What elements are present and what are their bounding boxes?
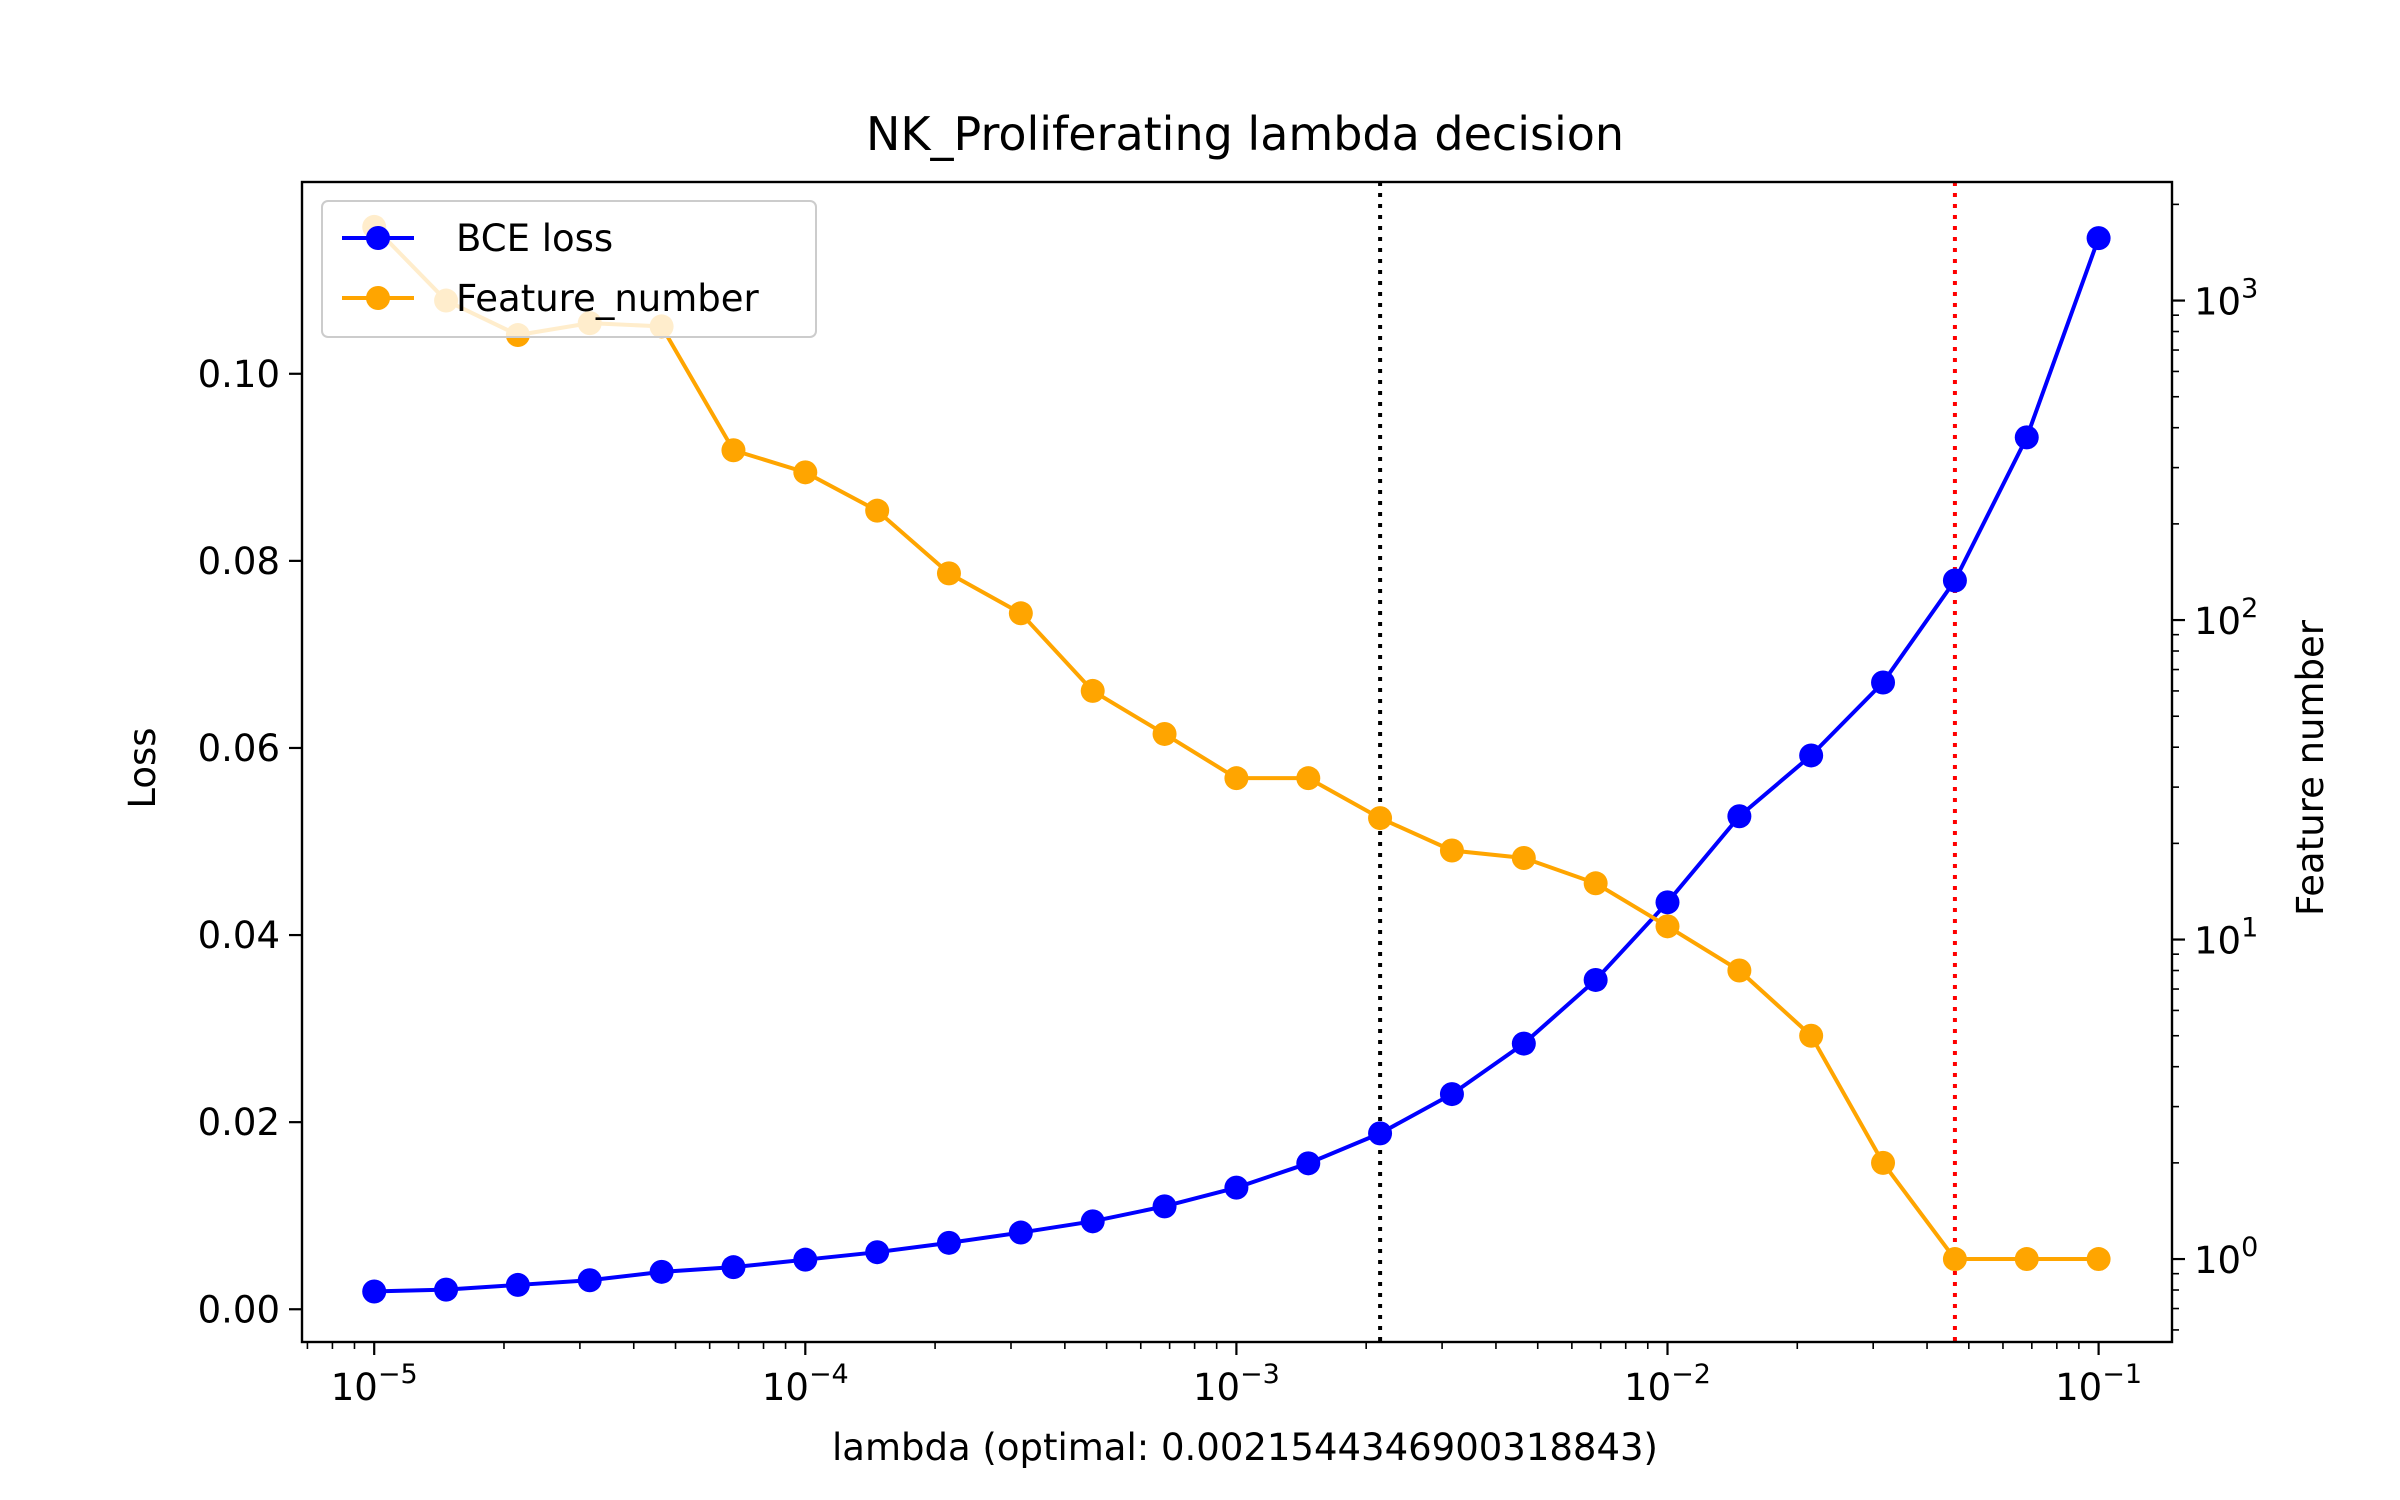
feature-number-point: [936, 561, 961, 586]
chart-title: NK_Proliferating lambda decision: [866, 107, 1624, 161]
bce-loss-point: [1080, 1209, 1105, 1234]
bce-loss-point: [721, 1255, 746, 1280]
x-tick-label: 10−5: [331, 1359, 418, 1409]
bce-loss-point: [577, 1268, 602, 1293]
legend: BCE loss Feature_number: [321, 200, 817, 338]
feature-number-point: [793, 460, 818, 485]
feature-number-point: [1439, 838, 1464, 863]
feature-number-point: [1511, 845, 1536, 870]
y-tick-label: 0.08: [198, 540, 280, 583]
bce-loss-point: [1799, 743, 1824, 768]
bce-loss-point: [1583, 967, 1608, 992]
feature-number-point: [1080, 678, 1105, 703]
x-tick-label: 10−4: [762, 1359, 849, 1409]
bce-loss-point: [505, 1272, 530, 1297]
right-y-tick-label: 102: [2194, 593, 2258, 643]
y-tick-label: 0.04: [198, 914, 280, 957]
bce-loss-point: [936, 1230, 961, 1255]
feature-number-point: [865, 498, 890, 523]
bce-loss-point: [1368, 1121, 1393, 1146]
feature-number-point: [1942, 1247, 1967, 1272]
right-y-tick-label: 103: [2194, 274, 2258, 324]
legend-box: [321, 200, 817, 338]
right-y-tick-label: 101: [2194, 913, 2258, 963]
bce-loss-point: [1439, 1082, 1464, 1107]
plot-frame: [300, 180, 2174, 1344]
y-axis-label: Loss: [121, 727, 164, 808]
y-tick-label: 0.06: [198, 727, 280, 770]
feature-number-point: [1799, 1023, 1824, 1048]
feature-number-point: [1368, 806, 1393, 831]
legend-marker-feature-number: [366, 286, 390, 310]
bce-loss-point: [1655, 890, 1680, 915]
feature-number-point: [2086, 1247, 2111, 1272]
feature-number-point: [1224, 766, 1249, 791]
bce-loss-point: [793, 1247, 818, 1272]
feature-number-point: [1727, 958, 1752, 983]
legend-marker-bce-loss: [366, 226, 390, 250]
bce-loss-point: [865, 1240, 890, 1265]
feature-number-point: [1296, 766, 1321, 791]
bce-loss-point: [1727, 804, 1752, 829]
bce-loss-point: [649, 1259, 674, 1284]
feature-number-point: [1152, 721, 1177, 746]
x-tick-label: 10−1: [2055, 1359, 2142, 1409]
feature-number-point: [721, 438, 746, 463]
bce-loss-point: [2086, 226, 2111, 251]
bce-loss-point: [1511, 1031, 1536, 1056]
legend-label-bce-loss: BCE loss: [456, 217, 613, 260]
y-tick-label: 0.00: [198, 1288, 280, 1331]
feature-number-point: [1008, 601, 1033, 626]
plot-area: 10−5 10−4 10−3 10−2 10−1 0.00 0.02 0.04 0.06 0.08…: [198, 180, 2258, 1409]
bce-loss-point: [1942, 568, 1967, 593]
right-y-tick-label: 100: [2194, 1232, 2258, 1282]
x-axis-label: lambda (optimal: 0.0021544346900318843): [832, 1426, 1658, 1469]
y-tick-label: 0.10: [198, 353, 280, 396]
feature-number-point: [2014, 1247, 2039, 1272]
bce-loss-point: [1008, 1220, 1033, 1245]
feature-number-point: [1655, 914, 1680, 939]
bce-loss-point: [1871, 670, 1896, 695]
right-y-axis-label: Feature number: [2289, 619, 2332, 916]
y-tick-label: 0.02: [198, 1101, 280, 1144]
bce-loss-point: [362, 1279, 387, 1304]
x-tick-label: 10−2: [1624, 1359, 1711, 1409]
legend-label-feature-number: Feature_number: [456, 277, 760, 320]
bce-loss-point: [2014, 425, 2039, 450]
feature-number-point: [1871, 1150, 1896, 1175]
feature-number-point: [1583, 871, 1608, 896]
bce-loss-point: [1224, 1175, 1249, 1200]
x-tick-label: 10−3: [1193, 1359, 1280, 1409]
bce-loss-point: [434, 1277, 459, 1302]
bce-loss-point: [1296, 1151, 1321, 1176]
bce-loss-point: [1152, 1194, 1177, 1219]
